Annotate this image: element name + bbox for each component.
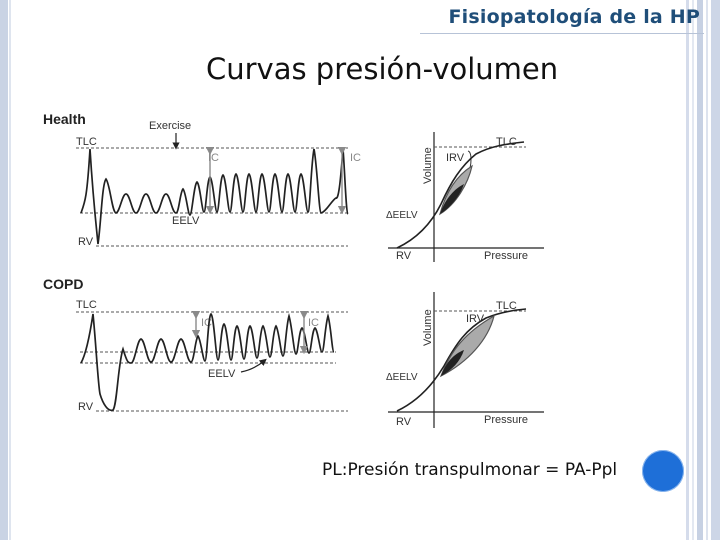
health-rv-label: RV — [78, 236, 94, 248]
health-pv-volume-label: Volume — [422, 147, 434, 184]
health-tracing: Health Exercise TLC IC IC EELV RV — [43, 111, 361, 248]
copd-pv-pressure-label: Pressure — [484, 414, 528, 426]
health-ic-right-label: IC — [350, 152, 361, 164]
copd-pv-delta-eelv-label: ΔEELV — [386, 372, 418, 383]
copd-ic-left-label: IC — [201, 317, 212, 329]
copd-breathing-trace — [80, 312, 335, 412]
health-eelv-label: EELV — [172, 215, 200, 227]
copd-tracing: COPD TLC IC IC EELV RV — [43, 276, 348, 413]
copd-pv-loop: Volume TLC IRV ΔEELV RV Pressure — [386, 292, 544, 428]
slide-title: Curvas presión-volumen — [206, 52, 559, 86]
left-decor-line — [9, 0, 11, 540]
copd-tlc-label: TLC — [76, 299, 97, 311]
copd-pv-tlc-label: TLC — [496, 300, 517, 312]
copd-pv-volume-label: Volume — [422, 309, 434, 346]
slide-decor-circle — [642, 450, 684, 492]
copd-pv-rv-label: RV — [396, 416, 412, 428]
right-decor-bars — [686, 0, 720, 540]
health-label: Health — [43, 111, 86, 127]
copd-label: COPD — [43, 276, 83, 292]
health-exercise-label: Exercise — [149, 120, 191, 132]
slide-header: Fisiopatología de la HP — [448, 6, 700, 28]
copd-eelv-label: EELV — [208, 368, 236, 380]
health-pv-loop: Volume TLC IRV ΔEELV RV Pressure — [386, 132, 544, 262]
health-pv-irv-label: IRV — [446, 152, 465, 164]
left-decor-bar — [0, 0, 8, 540]
health-pv-pressure-label: Pressure — [484, 250, 528, 262]
health-tlc-label: TLC — [76, 136, 97, 148]
copd-ic-right-label: IC — [308, 317, 319, 329]
health-breathing-trace — [80, 148, 349, 245]
pressure-volume-figure: Health Exercise TLC IC IC EELV RV COPD T… — [36, 104, 556, 430]
health-pv-delta-eelv-label: ΔEELV — [386, 210, 418, 221]
header-divider — [420, 33, 704, 34]
health-pv-rv-label: RV — [396, 250, 412, 262]
transpulmonary-pressure-formula: PL:Presión transpulmonar = PA-Ppl — [322, 460, 618, 480]
copd-rv-label: RV — [78, 401, 94, 413]
